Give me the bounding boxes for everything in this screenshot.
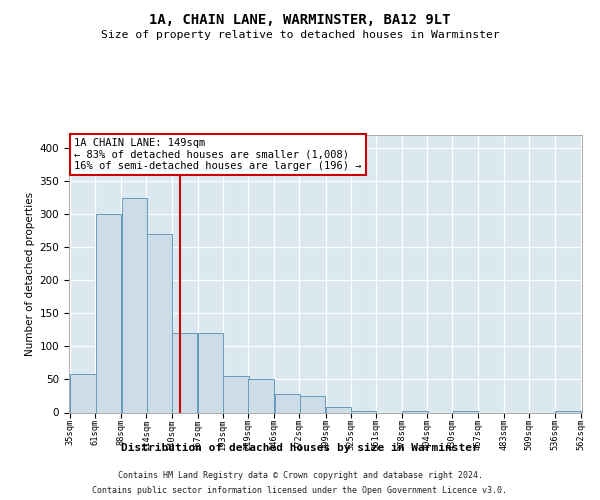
Bar (147, 234, 172, 412)
Bar (248, 380, 274, 412)
Text: 1A, CHAIN LANE, WARMINSTER, BA12 9LT: 1A, CHAIN LANE, WARMINSTER, BA12 9LT (149, 12, 451, 26)
Bar (275, 394, 300, 412)
Bar (403, 411, 428, 412)
Bar (223, 376, 248, 412)
Y-axis label: Number of detached properties: Number of detached properties (25, 192, 35, 356)
Bar (300, 396, 325, 412)
Bar (198, 333, 223, 412)
Text: Distribution of detached houses by size in Warminster: Distribution of detached houses by size … (121, 442, 479, 452)
Bar (326, 407, 351, 412)
Bar (95, 214, 121, 412)
Text: Contains HM Land Registry data © Crown copyright and database right 2024.: Contains HM Land Registry data © Crown c… (118, 471, 482, 480)
Bar (122, 198, 147, 412)
Bar (452, 411, 478, 412)
Text: 1A CHAIN LANE: 149sqm
← 83% of detached houses are smaller (1,008)
16% of semi-d: 1A CHAIN LANE: 149sqm ← 83% of detached … (74, 138, 362, 171)
Text: Contains public sector information licensed under the Open Government Licence v3: Contains public sector information licen… (92, 486, 508, 495)
Text: Size of property relative to detached houses in Warminster: Size of property relative to detached ho… (101, 30, 499, 40)
Bar (70, 374, 96, 412)
Bar (351, 411, 376, 412)
Bar (555, 411, 581, 412)
Bar (172, 333, 197, 412)
